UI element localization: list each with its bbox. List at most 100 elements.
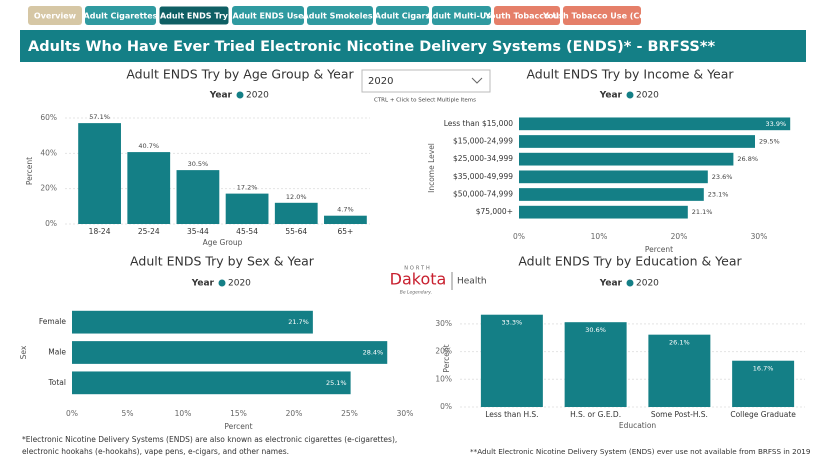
y-axis-label: Sex (19, 345, 28, 359)
data-label: 23.6% (712, 173, 733, 181)
x-tick-label: 10% (175, 409, 192, 418)
x-tick-label: 0% (513, 232, 525, 241)
legend-swatch (626, 279, 634, 287)
chart-title: Adult ENDS Try by Education & Year (518, 254, 742, 269)
legend-label: 2020 (246, 91, 269, 101)
bar (72, 310, 313, 334)
legend-label: 2020 (636, 91, 659, 101)
bar (564, 322, 627, 407)
y-tick-label: $35,000-49,999 (453, 172, 513, 181)
tab-label: Adult Cigarettes (84, 12, 158, 21)
tab[interactable] (563, 6, 641, 25)
bar (519, 188, 704, 201)
x-axis-label: Age Group (203, 238, 243, 247)
data-label: 12.0% (286, 193, 307, 201)
y-tick-label: 0% (440, 402, 452, 411)
x-tick-label: 0% (66, 409, 78, 418)
legend-swatch (218, 279, 226, 287)
bar (225, 193, 269, 224)
x-tick-label: 25% (341, 409, 358, 418)
tab[interactable] (85, 6, 156, 25)
y-axis-label: Income Level (427, 143, 436, 193)
tab[interactable] (158, 5, 230, 26)
y-tick-label: Female (39, 317, 67, 326)
bar (176, 170, 220, 224)
tab[interactable] (28, 6, 82, 25)
chart-title: Adult ENDS Try by Income & Year (526, 67, 734, 82)
bar (732, 360, 795, 407)
y-tick-label: 10% (435, 374, 452, 383)
data-label: 57.1% (89, 113, 110, 121)
y-axis-label: Percent (442, 344, 451, 372)
tab[interactable] (307, 6, 373, 25)
x-tick-label: 30% (751, 232, 768, 241)
y-tick-label: 30% (435, 319, 452, 328)
x-tick-label: 20% (671, 232, 688, 241)
year-dropdown[interactable] (361, 69, 491, 93)
footnote: electronic hookahs (e-hookahs), vape pen… (22, 447, 289, 456)
y-tick-label: Total (47, 378, 66, 387)
x-tick-label: 15% (230, 409, 247, 418)
data-label: 28.4% (363, 349, 384, 357)
bar (127, 152, 171, 224)
bar (519, 152, 734, 166)
bar (648, 334, 711, 407)
x-tick-label: 18-24 (89, 227, 111, 236)
x-tick-label: College Graduate (730, 410, 796, 419)
x-tick-label: 45-54 (236, 227, 258, 236)
header-title: Adults Who Have Ever Tried Electronic Ni… (28, 39, 715, 55)
data-label: 30.5% (188, 160, 209, 168)
tab-label: Adult Multi-Use (427, 12, 498, 21)
chart-title: Adult ENDS Try by Sex & Year (130, 254, 315, 269)
tab-label: Adult ENDS Use (233, 12, 305, 21)
tab-label: Adult ENDS Try (160, 12, 229, 21)
data-label: 26.1% (669, 339, 690, 347)
legend-swatch (626, 91, 634, 99)
y-axis-label: Percent (25, 157, 34, 185)
x-tick-label: 55-64 (285, 227, 307, 236)
data-label: 33.3% (502, 319, 523, 327)
tab[interactable] (232, 6, 304, 25)
x-tick-label: 30% (397, 409, 414, 418)
data-label: 40.7% (138, 142, 159, 150)
data-label: 33.9% (766, 120, 787, 128)
data-label: 21.1% (692, 208, 713, 216)
x-axis-label: Education (619, 421, 657, 430)
tab[interactable] (376, 6, 429, 25)
tab-label: Adult Cigars (375, 12, 431, 21)
bar (519, 117, 791, 131)
y-tick-label: Male (48, 348, 66, 357)
footnote: **Adult Electronic Nicotine Delivery Sys… (470, 447, 811, 456)
data-label: 21.7% (288, 318, 309, 326)
tab-label: Adult Smokeless (303, 12, 378, 21)
data-label: 30.6% (585, 326, 606, 334)
x-axis-label: Percent (224, 422, 252, 431)
y-tick-label: 60% (40, 113, 57, 122)
y-tick-label: $15,000-24,999 (453, 137, 513, 146)
x-axis-label: Percent (645, 245, 673, 254)
y-tick-label: $50,000-74,999 (453, 190, 513, 199)
x-tick-label: 25-24 (138, 227, 160, 236)
tab[interactable] (432, 6, 491, 25)
tab-label: Overview (34, 12, 77, 21)
legend-label: 2020 (228, 279, 251, 289)
chart-title: Adult ENDS Try by Age Group & Year (126, 67, 354, 82)
tab[interactable] (494, 6, 560, 25)
bar (480, 314, 543, 407)
bar (78, 123, 121, 224)
dropdown-value: 2020 (368, 76, 393, 87)
y-tick-label: $75,000+ (476, 207, 513, 216)
logo-unit: Health (457, 277, 487, 287)
data-label: 23.1% (708, 191, 729, 199)
footnote: *Electronic Nicotine Delivery Systems (E… (22, 435, 397, 444)
legend-title: Year (599, 279, 623, 289)
y-tick-label: 20% (40, 184, 57, 193)
dropdown-chevron (471, 77, 483, 84)
tab-label: Youth Tobacco Use (484, 12, 570, 21)
header-bar (20, 30, 806, 62)
data-label: 4.7% (337, 206, 354, 214)
dropdown-hint: CTRL + Click to Select Multiple Items (374, 98, 476, 104)
legend-title: Year (191, 279, 215, 289)
x-tick-label: Some Post-H.S. (651, 410, 708, 419)
x-tick-label: 65+ (338, 227, 354, 236)
